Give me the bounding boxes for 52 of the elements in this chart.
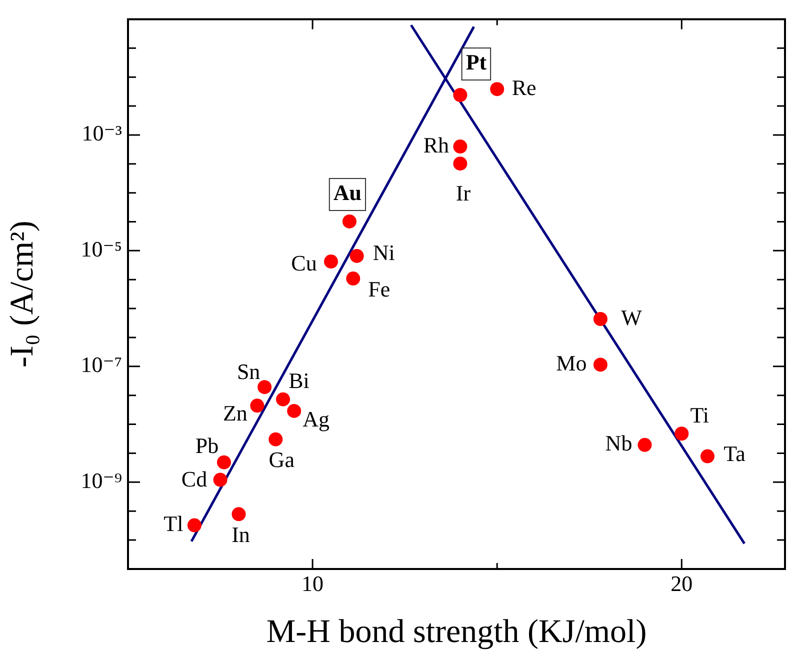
data-label: Sn (236, 358, 260, 384)
data-label: Ti (690, 402, 710, 428)
point (593, 358, 608, 372)
data-label: Re (512, 74, 536, 100)
point (700, 449, 714, 464)
x-tick-label: 20 (670, 570, 693, 596)
point (324, 254, 338, 269)
point (216, 455, 231, 470)
y-tick-label: 10⁻⁵ (80, 236, 122, 262)
point (674, 426, 689, 441)
data-label: Au (333, 180, 362, 206)
data-label: Fe (368, 276, 390, 302)
point (232, 507, 246, 522)
data-label: Pt (466, 50, 488, 75)
point (490, 82, 504, 96)
data-label: Cu (291, 250, 317, 276)
data-label: Ni (372, 240, 395, 265)
point (350, 248, 364, 263)
point (453, 140, 468, 154)
y-tick-label: 10⁻⁹ (80, 468, 122, 493)
point (276, 392, 290, 406)
point (593, 312, 608, 326)
data-label: Ag (302, 406, 330, 432)
point (287, 404, 302, 418)
data-label: In (232, 522, 250, 547)
point (638, 438, 652, 452)
data-label: Zn (222, 400, 248, 426)
data-label: Rh (423, 132, 450, 158)
x-tick-label: 10 (302, 570, 324, 596)
point (346, 272, 360, 286)
point (453, 88, 468, 102)
y-tick-label: 10⁻³ (82, 120, 122, 146)
data-label: Ga (268, 447, 295, 472)
point (268, 432, 283, 446)
point (258, 380, 272, 394)
point (213, 472, 228, 487)
data-label: Cd (181, 466, 208, 492)
y-tick-label: 10⁻⁷ (80, 352, 122, 378)
data-label: Pb (195, 433, 219, 458)
point (250, 398, 264, 413)
y-axis-title: -I₀ (A/cm²) (4, 220, 40, 368)
x-axis-title: M-H bond strength (KJ/mol) (266, 614, 647, 650)
data-label: Ta (724, 441, 746, 466)
data-label: Mo (556, 350, 587, 376)
point (187, 518, 202, 532)
data-label: Nb (605, 430, 632, 456)
data-label: Tl (164, 511, 184, 536)
data-label: Ir (456, 180, 472, 206)
data-label: W (621, 304, 642, 330)
point (342, 214, 356, 228)
point (453, 156, 468, 171)
data-label: Bi (288, 368, 310, 394)
